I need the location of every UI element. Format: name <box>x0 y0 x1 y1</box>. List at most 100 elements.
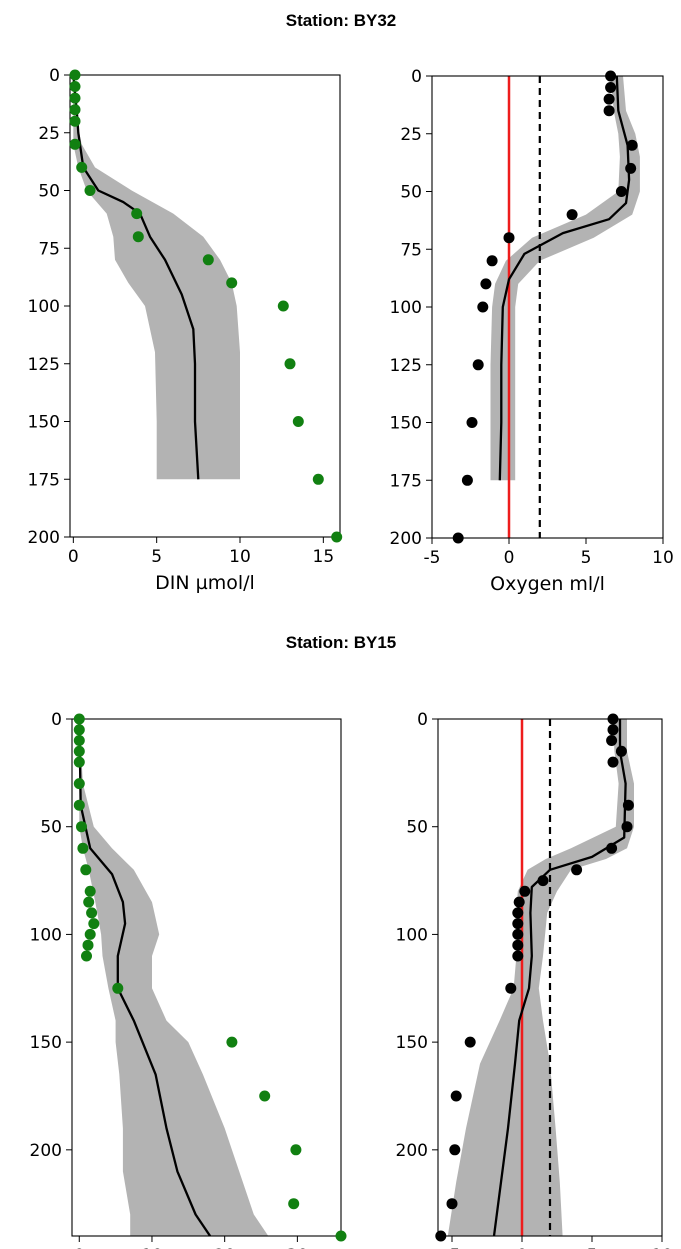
data-point <box>76 821 87 833</box>
data-point <box>73 745 85 757</box>
data-point <box>622 799 634 811</box>
y-tick-label: 25 <box>38 124 60 144</box>
y-tick-label: 100 <box>396 925 428 945</box>
data-point <box>69 104 81 116</box>
y-tick-label: 150 <box>30 1033 62 1053</box>
data-point <box>292 416 304 427</box>
envelope-band <box>73 75 240 480</box>
x-tick-label: 5 <box>581 548 592 568</box>
mean-profile-line <box>78 719 212 1236</box>
x-tick-label: 15 <box>313 547 335 567</box>
data-point <box>625 162 637 174</box>
data-point <box>450 1090 462 1102</box>
data-point <box>571 864 583 876</box>
data-point <box>131 208 143 220</box>
data-point <box>607 713 619 725</box>
data-point <box>73 778 85 790</box>
data-point <box>226 1036 238 1048</box>
y-tick-label: 0 <box>417 710 428 730</box>
data-point <box>84 185 96 196</box>
data-point <box>603 93 615 105</box>
data-point <box>480 278 492 290</box>
x-tick-label: 20 <box>214 1246 236 1249</box>
y-tick-label: 200 <box>28 528 60 548</box>
y-tick-label: 200 <box>30 1141 62 1161</box>
x-axis-label: DIN µmol/l <box>155 572 255 594</box>
data-point <box>452 532 464 544</box>
data-point <box>566 209 578 221</box>
data-point <box>435 1230 447 1242</box>
data-point <box>472 359 484 371</box>
data-point <box>512 928 524 940</box>
y-tick-label: 50 <box>38 182 60 202</box>
x-tick-label: 0 <box>517 1246 528 1249</box>
y-tick-label: 150 <box>28 413 60 433</box>
station-title-by15: Station: BY15 <box>286 633 397 652</box>
x-tick-label: 0 <box>74 1246 85 1249</box>
y-tick-label: 50 <box>400 183 422 203</box>
by32-din-plot: 0 25 50 75 100 125 150 175 200 0 5 10 15 DIN µmol/l <box>28 66 343 594</box>
data-point <box>603 105 615 117</box>
x-tick-label: 5 <box>587 1246 598 1249</box>
data-point <box>606 842 618 854</box>
y-tick-label: 150 <box>396 1033 428 1053</box>
y-tick-label: 175 <box>28 470 60 490</box>
data-point <box>69 115 81 127</box>
y-tick-label: 50 <box>406 818 428 838</box>
y-tick-label: 125 <box>28 355 60 375</box>
data-point <box>73 735 85 746</box>
data-point <box>519 885 531 897</box>
by32-oxygen-plot: 0 25 50 75 100 125 150 175 200-5 0 5 10 Oxygen ml/l <box>390 67 674 595</box>
data-point <box>73 756 85 768</box>
data-point <box>486 255 498 267</box>
data-point <box>284 358 296 370</box>
plot-frame <box>71 718 342 1237</box>
data-point <box>626 139 638 151</box>
data-point <box>512 939 524 951</box>
data-point <box>277 300 289 312</box>
data-point <box>73 724 85 736</box>
envelope-band <box>79 719 269 1236</box>
plot-frame <box>437 718 663 1237</box>
data-point <box>82 939 94 951</box>
y-tick-label: 200 <box>396 1141 428 1161</box>
y-tick-label: 100 <box>390 298 422 318</box>
data-point <box>226 277 238 289</box>
data-point <box>446 1198 458 1210</box>
data-point <box>69 92 81 104</box>
data-point <box>606 735 618 746</box>
envelope-band <box>490 76 640 481</box>
data-point <box>86 907 98 919</box>
data-point <box>512 907 524 919</box>
by15-din-plot: 0501001502000102030DIN µmol/l <box>30 710 347 1249</box>
y-tick-label: 75 <box>400 240 422 260</box>
data-point <box>84 885 96 897</box>
y-tick-label: 0 <box>51 710 62 730</box>
y-tick-label: 25 <box>400 125 422 145</box>
y-tick-label: 0 <box>411 67 422 87</box>
data-point <box>335 1230 347 1242</box>
data-point <box>512 918 524 930</box>
x-tick-label: 10 <box>141 1246 163 1249</box>
data-point <box>615 745 627 757</box>
data-point <box>466 417 478 428</box>
y-tick-label: 100 <box>28 297 60 317</box>
data-point <box>461 474 473 486</box>
y-tick-label: 175 <box>390 471 422 491</box>
x-tick-label: 0 <box>504 548 515 568</box>
data-point <box>621 821 633 833</box>
data-point <box>288 1198 300 1210</box>
x-tick-label: 30 <box>287 1246 309 1249</box>
data-point <box>607 724 619 736</box>
data-point <box>505 982 517 994</box>
x-tick-label: -5 <box>444 1246 461 1249</box>
y-tick-label: 125 <box>390 356 422 376</box>
data-point <box>84 928 96 940</box>
x-tick-label: 10 <box>651 1246 673 1249</box>
data-point <box>81 950 92 962</box>
data-point <box>202 254 214 266</box>
data-point <box>69 81 81 92</box>
envelope-band <box>447 719 634 1236</box>
